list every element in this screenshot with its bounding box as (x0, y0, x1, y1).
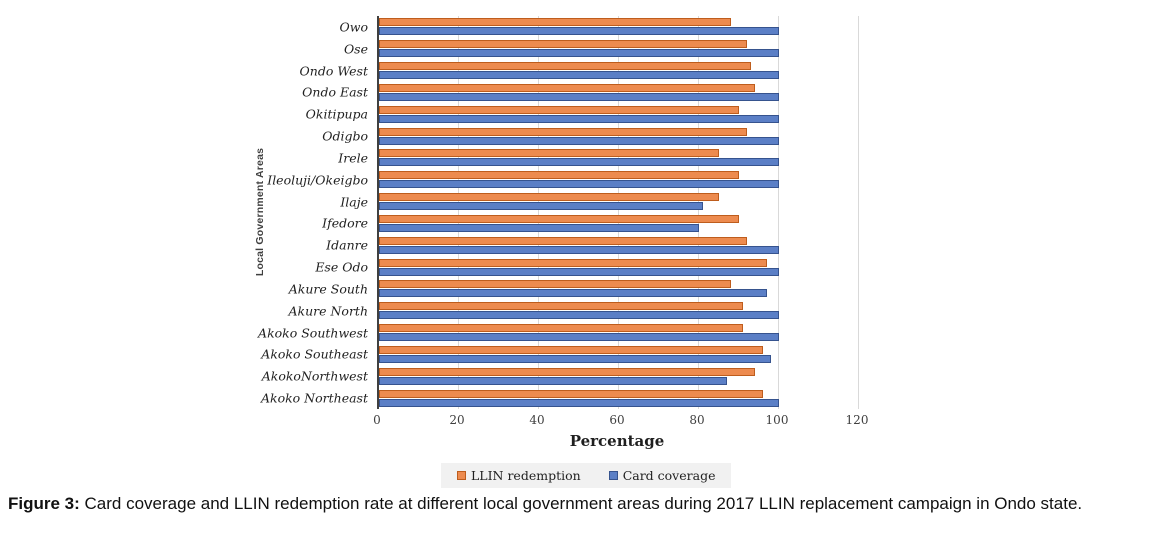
bar-card-coverage-ilaje (379, 202, 703, 211)
gridline-60 (618, 16, 619, 409)
category-label-ese-odo: Ese Odo (315, 259, 368, 275)
x-axis-ticks: 0 20 40 60 80 100 120 (373, 413, 868, 429)
legend-item-card-coverage: Card coverage (608, 468, 716, 483)
x-axis-title: Percentage (569, 432, 665, 450)
bar-card-coverage-ondo-west (379, 71, 779, 80)
bar-llin-redemption-akoko-southeast (379, 345, 763, 354)
category-label-akoko-northeast: Akoko Northeast (260, 390, 368, 406)
gridline-120 (858, 16, 859, 409)
category-label-ifedore: Ifedore (322, 215, 368, 231)
bar-llin-redemption-akokonorthwest (379, 367, 755, 376)
legend-swatch-icon-llin-redemption (457, 471, 466, 480)
x-tick-label-0: 0 (373, 413, 381, 427)
x-tick-label-20: 20 (449, 413, 465, 427)
legend-item-llin-redemption: LLIN redemption (457, 468, 581, 483)
category-label-ondo-east: Ondo East (302, 84, 368, 100)
figure-caption: Figure 3: Card coverage and LLIN redempt… (8, 491, 1146, 518)
figure-caption-label: Figure 3: (8, 494, 80, 513)
gridline-20 (457, 16, 459, 409)
category-label-odigbo: Odigbo (322, 128, 368, 144)
legend: LLIN redemption Card coverage (441, 463, 732, 488)
bar-card-coverage-owo (379, 27, 779, 36)
category-label-owo: Owo (339, 19, 368, 35)
bar-llin-redemption-ose (379, 40, 747, 49)
bar-llin-redemption-ese-odo (379, 258, 767, 267)
legend-label-card-coverage: Card coverage (622, 468, 716, 483)
figure-caption-text: Card coverage and LLIN redemption rate a… (79, 494, 1083, 513)
category-label-akoko-southeast: Akoko Southeast (261, 346, 368, 362)
bar-llin-redemption-akure-south (379, 280, 731, 289)
bar-llin-redemption-ondo-west (379, 62, 751, 71)
x-tick-label-120: 120 (845, 413, 869, 427)
bar-card-coverage-odigbo (379, 136, 779, 145)
category-label-akoko-southwest: Akoko Southwest (258, 325, 368, 341)
bar-card-coverage-akokonorthwest (379, 376, 727, 385)
category-label-akure-south: Akure South (288, 281, 368, 297)
bar-llin-redemption-akoko-southwest (379, 324, 743, 333)
bar-card-coverage-akure-north (379, 311, 779, 320)
bar-llin-redemption-owo (379, 18, 731, 27)
bar-card-coverage-ondo-east (379, 92, 779, 101)
x-tick-label-40: 40 (529, 413, 545, 427)
bar-card-coverage-ese-odo (379, 267, 779, 276)
x-tick-label-100: 100 (765, 413, 789, 427)
bar-card-coverage-ileoluji-okeigbo (379, 180, 779, 189)
bar-card-coverage-ifedore (379, 223, 699, 232)
bar-llin-redemption-ifedore (379, 214, 739, 223)
bar-llin-redemption-ondo-east (379, 83, 755, 92)
category-label-ose: Ose (343, 41, 368, 57)
bar-card-coverage-irele (379, 158, 779, 167)
category-axis-labels: Owo Ose Ondo West Ondo East Okitipupa Odigbo I… (0, 16, 368, 409)
legend-label-llin-redemption: LLIN redemption (471, 468, 581, 483)
bar-llin-redemption-akure-north (379, 302, 743, 311)
bar-card-coverage-akoko-northeast (379, 398, 779, 407)
bar-card-coverage-idanre (379, 245, 779, 254)
bar-card-coverage-akoko-southwest (379, 333, 779, 342)
category-label-irele: Irele (338, 150, 368, 166)
bar-card-coverage-okitipupa (379, 114, 779, 123)
gridline-40 (537, 16, 539, 409)
category-label-ilaje: Ilaje (340, 194, 368, 210)
category-label-idanre: Idanre (326, 237, 368, 253)
x-tick-label-80: 80 (689, 413, 705, 427)
legend-swatch-icon-card-coverage (608, 471, 618, 480)
category-label-akokonorthwest: AkokoNorthwest (261, 368, 368, 384)
category-label-ondo-west: Ondo West (299, 63, 368, 79)
bar-llin-redemption-irele (379, 149, 719, 158)
bar-llin-redemption-okitipupa (379, 105, 739, 114)
bar-card-coverage-akure-south (379, 289, 767, 298)
bar-llin-redemption-odigbo (379, 127, 747, 136)
bar-llin-redemption-idanre (379, 236, 747, 245)
bar-card-coverage-ose (379, 49, 779, 58)
bar-llin-redemption-ileoluji-okeigbo (379, 171, 739, 180)
bar-llin-redemption-ilaje (379, 193, 719, 202)
x-tick-label-60: 60 (609, 413, 625, 427)
plot-area (377, 16, 859, 409)
bar-card-coverage-akoko-southeast (379, 354, 771, 363)
category-label-akure-north: Akure North (288, 303, 368, 319)
gridline-80 (697, 16, 699, 409)
bar-llin-redemption-akoko-northeast (379, 389, 763, 398)
category-label-ileoluji-okeigbo: Ileoluji/Okeigbo (267, 172, 368, 188)
gridline-100 (778, 16, 779, 409)
category-label-okitipupa: Okitipupa (305, 106, 368, 122)
